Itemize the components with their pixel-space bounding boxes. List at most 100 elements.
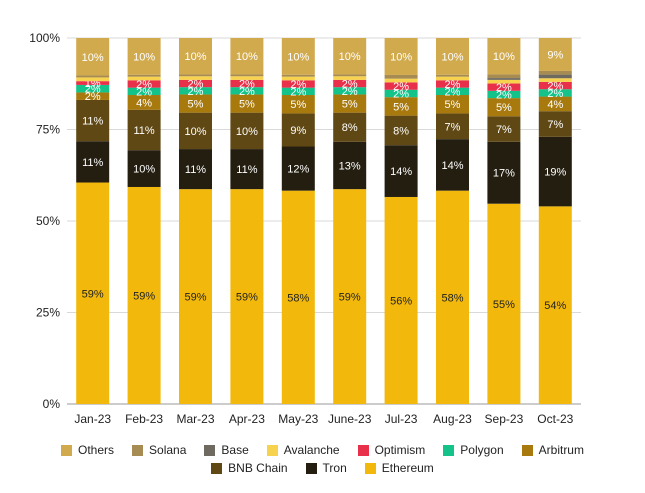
bar-segment	[127, 109, 161, 151]
x-tick-label: June-23	[328, 412, 372, 426]
x-tick-label: Jul-23	[385, 412, 418, 426]
legend-swatch	[132, 444, 144, 456]
data-label: 2%	[136, 79, 152, 91]
bar-segment	[76, 38, 110, 76]
bar-segment	[127, 76, 161, 81]
data-label: 54%	[544, 300, 566, 312]
bar-segment	[436, 87, 469, 96]
y-tick-label: 25%	[36, 306, 60, 320]
legend-item: Solana	[132, 443, 186, 457]
bar-segment	[436, 113, 469, 140]
data-label: 2%	[496, 89, 512, 101]
bar-segment	[179, 87, 212, 95]
bar-segment	[538, 70, 572, 75]
data-label: 2%	[393, 81, 409, 93]
data-label: 55%	[493, 299, 515, 311]
data-label: 9%	[547, 49, 563, 61]
data-label: 10%	[236, 126, 258, 138]
bar-segment	[179, 112, 212, 150]
bar-segment	[538, 38, 572, 71]
bar-segment	[538, 89, 572, 97]
data-label: 2%	[547, 81, 563, 93]
bar-segment	[333, 38, 367, 75]
bar-segment	[76, 141, 110, 183]
y-tick-label: 75%	[36, 123, 60, 137]
bar-segment	[384, 89, 418, 98]
x-axis: Jan-23 Feb-23 Mar-23 Apr-23 May-23 June-23 Jul…	[74, 412, 573, 426]
y-axis: 0% 25% 50% 75% 100%	[29, 31, 60, 411]
x-tick-label: Oct-23	[537, 412, 573, 426]
bar-segment	[384, 97, 418, 116]
data-label: 2%	[342, 86, 358, 98]
legend-label: Others	[78, 443, 115, 457]
x-tick-label: Jan-23	[74, 412, 111, 426]
legend-item: Avalanche	[266, 443, 340, 457]
data-label: 11%	[236, 164, 257, 176]
data-label: 2%	[290, 86, 306, 98]
bar-stack: 54%19%7%4%2%2%9%	[538, 38, 572, 404]
legend-item: Tron	[305, 461, 347, 475]
bar-segment	[230, 74, 264, 77]
bar-segment	[230, 79, 264, 88]
bar-segment	[76, 84, 110, 93]
bar-segment	[538, 96, 572, 112]
data-label: 59%	[339, 292, 361, 304]
data-label: 2%	[445, 79, 461, 91]
bar-segment	[281, 87, 315, 96]
legend-swatch	[443, 444, 455, 456]
bar-segment	[384, 74, 418, 79]
bar-segment	[127, 186, 161, 404]
bar-segment	[436, 74, 469, 77]
bar-segment	[436, 80, 469, 88]
bar-segment	[384, 196, 418, 404]
bar-stack: 59%13%8%5%2%2%10%	[333, 38, 367, 404]
data-label: 10%	[236, 51, 258, 63]
x-tick-label: Sep-23	[485, 412, 524, 426]
bar-segment	[538, 111, 572, 137]
legend-item: Arbitrum	[521, 443, 584, 457]
bar-segment	[281, 76, 315, 81]
data-label: 10%	[82, 52, 104, 64]
bar-segment	[76, 92, 110, 100]
x-tick-label: Apr-23	[229, 412, 265, 426]
data-label: 5%	[496, 102, 512, 114]
bar-segment	[333, 76, 367, 80]
x-tick-label: May-23	[278, 412, 318, 426]
data-label: 59%	[236, 292, 258, 304]
data-label: 14%	[441, 160, 463, 172]
legend-label: Arbitrum	[538, 443, 584, 457]
x-tick-label: Mar-23	[176, 412, 214, 426]
data-label: 11%	[133, 125, 154, 137]
bar-stack: 59%11%11%2%2%1%10%	[76, 38, 110, 404]
legend-item: Optimism	[357, 443, 426, 457]
data-label: 5%	[342, 99, 358, 111]
bar-segment	[76, 75, 110, 78]
data-label: 2%	[239, 86, 255, 98]
bar-segment	[487, 74, 521, 79]
legend-row-2: BNB Chain Tron Ethereum	[0, 461, 645, 475]
legend-label: Ethereum	[381, 461, 434, 475]
data-label: 10%	[287, 51, 309, 63]
data-label: 2%	[290, 79, 306, 91]
legend-label: Optimism	[374, 443, 426, 457]
bar-segment	[538, 136, 572, 207]
data-label: 2%	[393, 88, 409, 100]
y-tick-label: 0%	[43, 397, 61, 411]
data-label: 10%	[441, 51, 463, 63]
data-label: 2%	[342, 79, 358, 91]
legend-item: BNB Chain	[211, 461, 288, 475]
legend-swatch	[211, 462, 223, 474]
data-label: 2%	[496, 82, 512, 94]
legend-row-1: Others Solana Base Avalanche Optimism Polygon…	[0, 443, 645, 457]
data-label: 10%	[339, 51, 361, 63]
bar-segment	[436, 38, 469, 75]
data-label: 8%	[393, 125, 409, 137]
bar-segment	[333, 79, 367, 88]
data-label: 10%	[133, 164, 155, 176]
bar-segment	[487, 78, 521, 80]
data-label: 2%	[85, 91, 101, 103]
bar-segment	[230, 189, 264, 404]
data-label: 5%	[290, 99, 306, 111]
bar-segment	[179, 76, 212, 80]
data-label: 9%	[290, 125, 306, 137]
